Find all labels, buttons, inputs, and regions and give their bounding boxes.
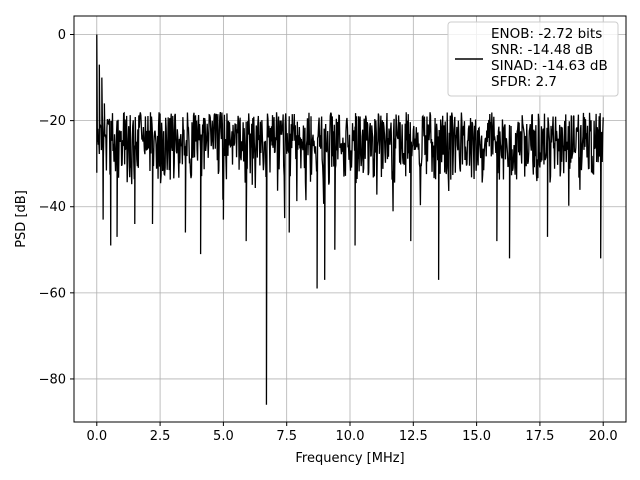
x-tick-label: 7.5 [276, 429, 297, 444]
y-axis-label: PSD [dB] [14, 190, 29, 248]
x-tick-label: 5.0 [213, 429, 234, 444]
x-tick-label: 12.5 [399, 429, 428, 444]
legend-entry-enob: ENOB: -2.72 bits [491, 26, 602, 42]
legend-box [447, 21, 619, 97]
legend-entry-snr: SNR: -14.48 dB [491, 42, 593, 58]
x-axis-label: Frequency [MHz] [295, 451, 404, 466]
x-tick-label: 20.0 [589, 429, 618, 444]
y-tick-label: −60 [39, 286, 66, 301]
legend-entry-sfdr: SFDR: 2.7 [491, 74, 557, 90]
x-tick-label: 10.0 [336, 429, 365, 444]
legend: ENOB: -2.72 bits SNR: -14.48 dB SINAD: -… [447, 21, 619, 97]
y-tick-label: −20 [39, 114, 66, 129]
psd-series-line [96, 34, 604, 405]
legend-entry-sinad: SINAD: -14.63 dB [491, 58, 608, 74]
x-tick-label: 0.0 [86, 429, 107, 444]
y-tick-label: −40 [39, 200, 66, 215]
x-tick-label: 2.5 [150, 429, 171, 444]
y-tick-label: −80 [39, 372, 66, 387]
x-tick-label: 15.0 [462, 429, 491, 444]
y-axis-ticks: 0 −20 −40 −60 −80 [39, 28, 74, 387]
x-axis-ticks: 0.0 2.5 5.0 7.5 10.0 12.5 15.0 17.5 20.0 [86, 422, 618, 444]
x-tick-label: 17.5 [525, 429, 554, 444]
y-tick-label: 0 [58, 28, 66, 43]
plot-area [96, 34, 604, 405]
